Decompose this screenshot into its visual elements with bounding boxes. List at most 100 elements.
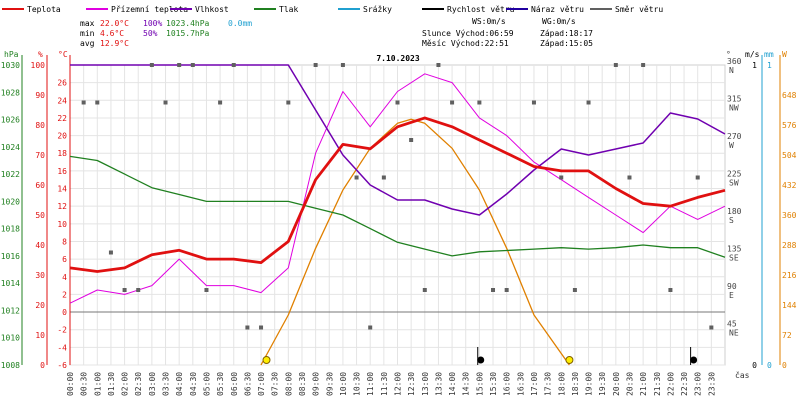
solar-tick-label: 0 — [782, 361, 787, 370]
x-tick-label: 04:00 — [175, 372, 184, 396]
wind-direction-point — [163, 100, 168, 105]
x-tick-label: 08:00 — [284, 372, 293, 396]
solar-tick-label: 144 — [782, 301, 797, 310]
wind-direction-point — [668, 288, 673, 292]
stats-humidity: 100% — [143, 19, 162, 28]
solar-tick-label: 432 — [782, 181, 797, 190]
solar-unit: W — [782, 50, 787, 59]
x-tick-label: 02:30 — [134, 372, 143, 396]
wind-direction-point — [504, 288, 509, 292]
temperature-tick-label: 10 — [57, 220, 67, 229]
moonset-info: Západ:15:05 — [540, 39, 593, 48]
humidity-tick-label: 60 — [35, 181, 45, 190]
pressure-tick-label: 1010 — [1, 334, 20, 343]
stats-pressure: 1015.7hPa — [166, 29, 210, 38]
direction-tick-label: SW — [729, 179, 739, 188]
x-tick-label: 19:00 — [585, 372, 594, 396]
stats-temperature: 12.9°C — [100, 39, 129, 48]
x-tick-label: 14:30 — [462, 372, 471, 396]
x-tick-label: 10:30 — [353, 372, 362, 396]
solar-tick-label: 504 — [782, 151, 797, 160]
wind-tick-label: 1 — [752, 61, 757, 70]
wind-direction-point — [477, 100, 482, 105]
stats-humidity: 50% — [143, 29, 158, 38]
sunrise-marker — [262, 356, 271, 364]
direction-tick-label: NW — [729, 104, 739, 113]
temperature-tick-label: -4 — [57, 343, 67, 352]
x-tick-label: 09:00 — [312, 372, 321, 396]
pressure-tick-label: 1030 — [1, 61, 20, 70]
temperature-tick-label: 6 — [62, 255, 67, 264]
direction-tick-label: 270 — [727, 132, 742, 141]
solar-radiation-line — [260, 118, 570, 366]
wind-direction-point — [81, 100, 86, 105]
temperature-unit: °C — [58, 50, 68, 59]
legend-label: Přízemní teplota — [111, 5, 188, 14]
legend-label: Srážky — [363, 5, 392, 14]
x-tick-label: 10:00 — [339, 372, 348, 396]
wind-direction-point — [286, 100, 291, 105]
x-tick-label: 17:00 — [530, 372, 539, 396]
x-axis-label: čas — [735, 370, 750, 380]
direction-tick-label: 315 — [727, 95, 742, 104]
x-tick-label: 00:30 — [80, 372, 89, 396]
temperature-tick-label: -6 — [57, 361, 67, 370]
wind-direction-point — [409, 138, 414, 142]
direction-tick-label: 45 — [727, 320, 737, 329]
direction-tick-label: 180 — [727, 207, 742, 216]
wind-direction-point — [136, 288, 141, 292]
pressure-tick-label: 1008 — [1, 361, 20, 370]
x-tick-label: 11:00 — [366, 372, 375, 396]
x-tick-label: 14:00 — [448, 372, 457, 396]
wind-direction-point — [450, 100, 455, 105]
temperature-tick-label: 20 — [57, 132, 67, 141]
direction-tick-label: E — [729, 291, 734, 300]
wind-direction-point — [340, 63, 345, 67]
humidity-tick-label: 80 — [35, 121, 45, 130]
x-tick-label: 13:00 — [421, 372, 430, 396]
pressure-tick-label: 1028 — [1, 88, 20, 97]
x-tick-label: 11:30 — [380, 372, 389, 396]
humidity-tick-label: 70 — [35, 151, 45, 160]
chart-title: 7.10.2023 — [376, 54, 420, 63]
x-tick-label: 16:00 — [503, 372, 512, 396]
x-tick-label: 03:00 — [148, 372, 157, 396]
temperature-tick-label: 0 — [62, 308, 67, 317]
x-tick-label: 07:30 — [271, 372, 280, 396]
x-tick-label: 07:00 — [257, 372, 266, 396]
x-tick-label: 06:00 — [230, 372, 239, 396]
sunset-info: Západ:18:17 — [540, 29, 593, 38]
temperature-line — [69, 116, 726, 273]
wind-direction-point — [395, 100, 400, 105]
wind-direction-point — [204, 288, 209, 292]
solar-tick-label: 216 — [782, 271, 797, 280]
wind-direction-point — [149, 63, 154, 67]
x-tick-label: 13:30 — [434, 372, 443, 396]
x-tick-label: 21:00 — [639, 372, 648, 396]
humidity-tick-label: 20 — [35, 301, 45, 310]
x-tick-label: 22:00 — [666, 372, 675, 396]
x-tick-label: 21:30 — [653, 372, 662, 396]
moonrise-info: Měsíc Východ:22:51 — [422, 39, 509, 48]
legend-label: Vlhkost — [195, 5, 229, 14]
solar-tick-label: 648 — [782, 91, 797, 100]
wind-direction-point — [95, 100, 100, 105]
wind-direction-point — [586, 100, 591, 105]
legend-label: Rychlost větru — [447, 5, 515, 14]
temperature-tick-label: 18 — [57, 149, 67, 158]
temperature-tick-label: 14 — [57, 185, 67, 194]
wind-direction-point — [177, 63, 182, 67]
x-tick-label: 12:30 — [407, 372, 416, 396]
wind-direction-point — [641, 63, 646, 67]
wind-direction-point — [122, 288, 127, 292]
wind-direction-point — [231, 63, 236, 67]
humidity-tick-label: 0 — [40, 361, 45, 370]
pressure-tick-label: 1014 — [1, 279, 20, 288]
x-tick-label: 08:30 — [298, 372, 307, 396]
x-tick-label: 15:00 — [475, 372, 484, 396]
wind-direction-point — [354, 175, 359, 180]
temperature-tick-label: 4 — [62, 273, 67, 282]
pressure-tick-label: 1026 — [1, 116, 20, 125]
wind-unit: m/s — [745, 50, 760, 59]
